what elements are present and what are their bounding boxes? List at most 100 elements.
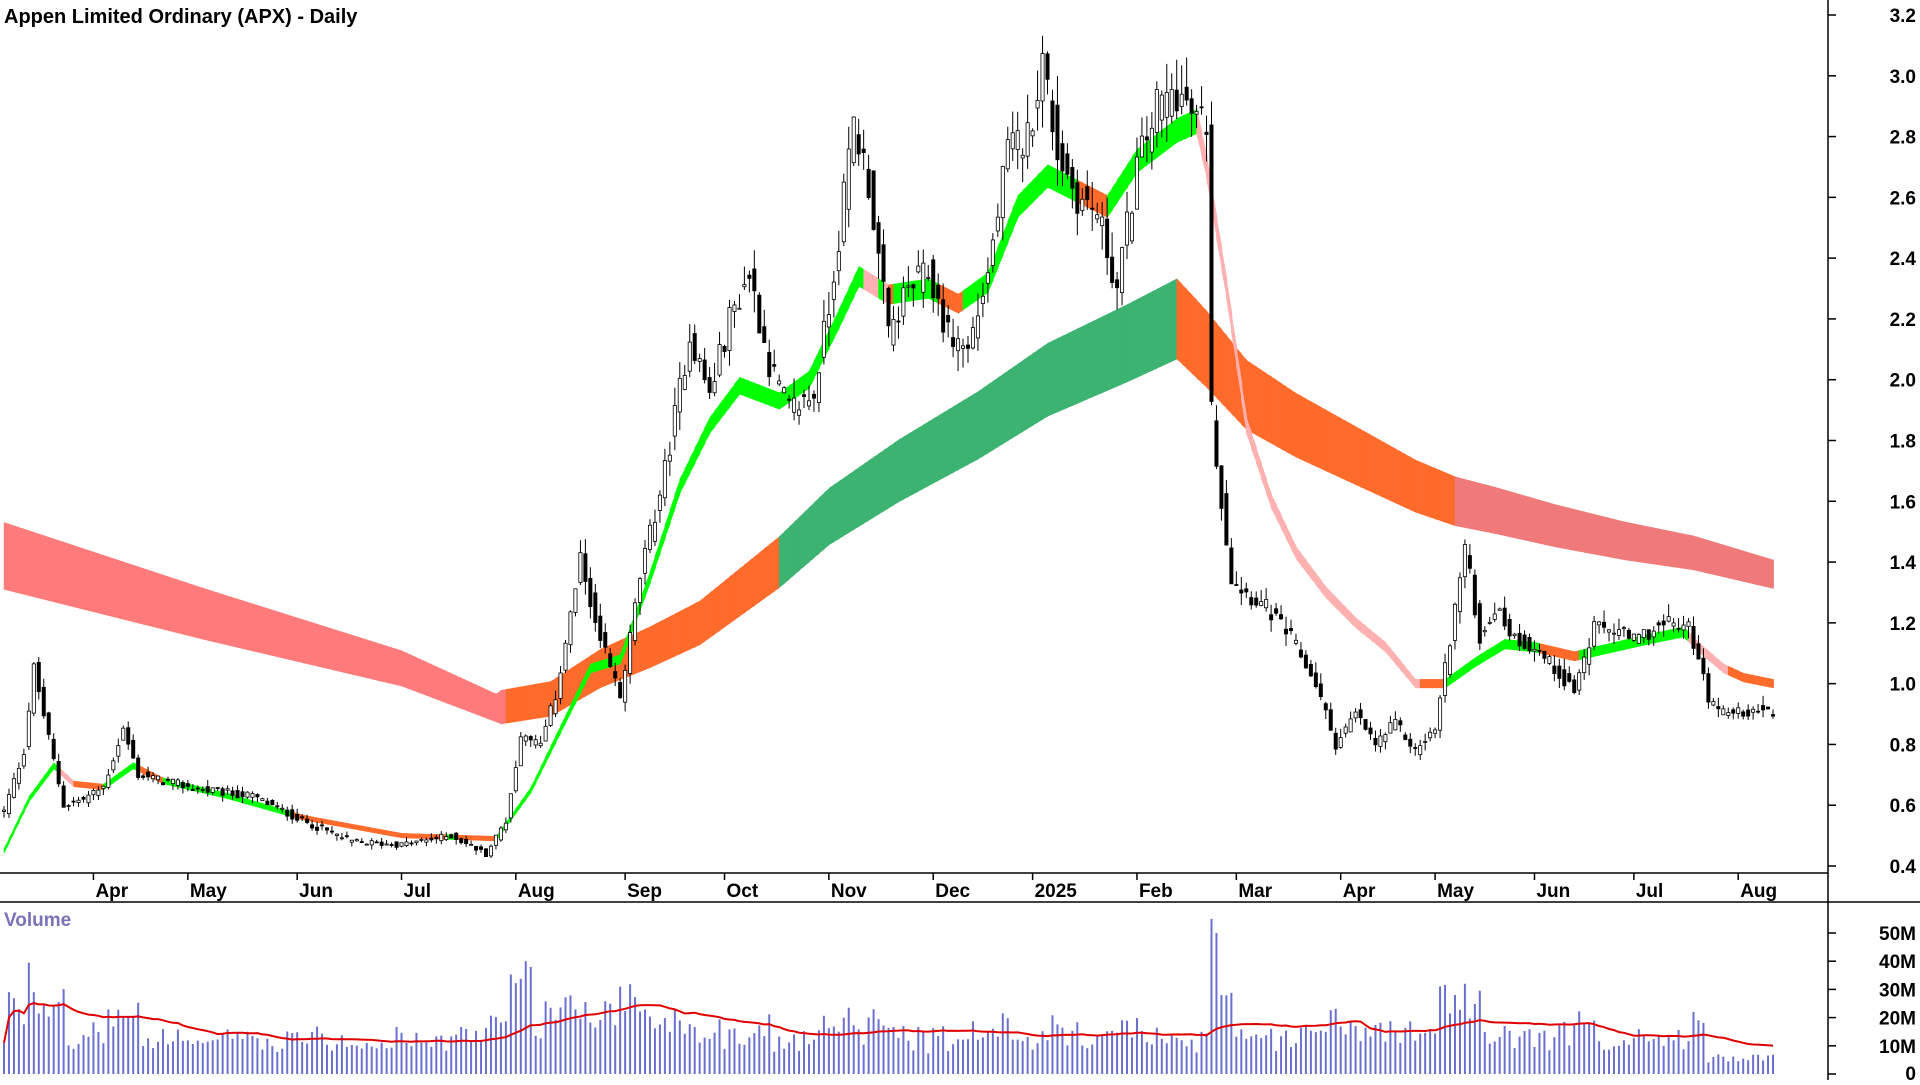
volume-bar bbox=[1598, 1041, 1601, 1074]
candle-body bbox=[91, 789, 96, 796]
volume-bar bbox=[460, 1027, 463, 1074]
candle-body bbox=[1611, 632, 1616, 635]
volume-bar bbox=[1543, 1030, 1546, 1074]
candle-body bbox=[1631, 633, 1636, 641]
volume-tick-label: 10M bbox=[1879, 1037, 1916, 1058]
candle-body bbox=[190, 789, 195, 791]
volume-bar bbox=[1344, 1034, 1347, 1074]
candle-body bbox=[359, 841, 364, 843]
volume-bar bbox=[1702, 1022, 1705, 1074]
volume-bar bbox=[768, 1014, 771, 1074]
candle-body bbox=[1686, 621, 1691, 627]
volume-bar bbox=[1667, 1037, 1670, 1074]
volume-bar bbox=[340, 1035, 343, 1074]
fast-band-segment bbox=[28, 789, 35, 803]
candle-body bbox=[623, 669, 628, 703]
candle-body bbox=[1373, 738, 1378, 746]
volume-bar bbox=[713, 1032, 716, 1074]
volume-bar bbox=[296, 1032, 299, 1074]
volume-bar bbox=[788, 1042, 791, 1074]
volume-bar bbox=[1632, 1038, 1635, 1074]
candle-body bbox=[444, 836, 449, 841]
volume-bar bbox=[1518, 1036, 1521, 1074]
volume-bar bbox=[1135, 1018, 1138, 1074]
volume-bar bbox=[743, 1044, 746, 1074]
moving-average-bands bbox=[3, 108, 1774, 854]
volume-bar bbox=[897, 1037, 900, 1074]
fast-band-segment bbox=[1459, 664, 1466, 678]
candle-body bbox=[941, 299, 946, 333]
volume-bar bbox=[1767, 1055, 1770, 1074]
fast-band-segment bbox=[1484, 648, 1491, 662]
candle-body bbox=[280, 807, 285, 810]
slow-band-segment bbox=[987, 380, 994, 454]
volume-bar bbox=[1528, 1029, 1531, 1074]
volume-bar bbox=[112, 1026, 115, 1074]
volume-bar bbox=[1414, 1040, 1417, 1074]
volume-bar bbox=[216, 1039, 219, 1074]
candle-body bbox=[1582, 656, 1587, 674]
slow-band-segment bbox=[903, 433, 910, 500]
candle-body bbox=[1035, 100, 1040, 109]
volume-tick-label: 50M bbox=[1879, 924, 1916, 945]
volume-bar bbox=[882, 1025, 885, 1074]
volume-bar bbox=[703, 1037, 706, 1074]
volume-bar bbox=[912, 1050, 915, 1074]
candle-body bbox=[379, 841, 384, 846]
fast-band-segment bbox=[1449, 671, 1456, 685]
fast-band-segment bbox=[838, 298, 845, 329]
candle-body bbox=[1388, 722, 1393, 734]
candle-body bbox=[1751, 708, 1756, 713]
candle-body bbox=[126, 727, 131, 745]
volume-bar bbox=[1339, 1026, 1342, 1074]
volume-bar bbox=[1622, 1040, 1625, 1074]
volume-bar bbox=[191, 1044, 194, 1074]
volume-bar bbox=[1225, 995, 1228, 1074]
fast-band-segment bbox=[1032, 174, 1039, 203]
candle-body bbox=[1646, 629, 1651, 640]
volume-bar bbox=[837, 1031, 840, 1074]
candle-body bbox=[851, 116, 856, 164]
volume-bar bbox=[1712, 1056, 1715, 1074]
candle-body bbox=[1443, 662, 1448, 696]
fast-band-segment bbox=[709, 410, 716, 434]
candle-body bbox=[1308, 664, 1313, 677]
month-label: Aug bbox=[1740, 881, 1777, 902]
volume-bar bbox=[1374, 1024, 1377, 1074]
slow-band-segment bbox=[833, 480, 840, 543]
candle-body bbox=[1522, 634, 1527, 649]
volume-bar bbox=[1285, 1030, 1288, 1074]
candle-body bbox=[439, 833, 444, 841]
slow-band-segment bbox=[724, 576, 731, 628]
fast-band-segment bbox=[1767, 678, 1774, 689]
volume-bar bbox=[1647, 1041, 1650, 1074]
slow-band-segment bbox=[1002, 370, 1009, 445]
volume-bar bbox=[1026, 1036, 1029, 1074]
price-tick-label: 1.0 bbox=[1890, 675, 1916, 696]
candle-body bbox=[1562, 669, 1567, 687]
volume-bar bbox=[1478, 990, 1481, 1074]
volume-bar bbox=[827, 1028, 830, 1074]
volume-bar bbox=[1578, 1011, 1581, 1074]
slow-band-segment bbox=[972, 391, 979, 463]
candle-body bbox=[1701, 657, 1706, 675]
fast-band-segment bbox=[570, 694, 577, 714]
volume-bar bbox=[370, 1046, 373, 1074]
fast-band-segment bbox=[694, 437, 701, 465]
fast-band-segment bbox=[13, 817, 20, 833]
candle-body bbox=[300, 816, 305, 819]
volume-bar bbox=[1041, 1031, 1044, 1074]
volume-bar bbox=[798, 1050, 801, 1074]
candle-body bbox=[26, 710, 31, 747]
volume-label: Volume bbox=[4, 910, 71, 931]
candle-body bbox=[1120, 247, 1125, 293]
volume-bar bbox=[1150, 1044, 1153, 1074]
volume-bar bbox=[723, 1048, 726, 1074]
fast-band-segment bbox=[1007, 208, 1014, 243]
volume-bar bbox=[1309, 1030, 1312, 1074]
candle-body bbox=[1477, 603, 1482, 644]
candle-body bbox=[414, 840, 419, 844]
volume-bar bbox=[584, 1002, 587, 1074]
volume-bar bbox=[1463, 983, 1466, 1074]
candle-body bbox=[31, 663, 36, 714]
